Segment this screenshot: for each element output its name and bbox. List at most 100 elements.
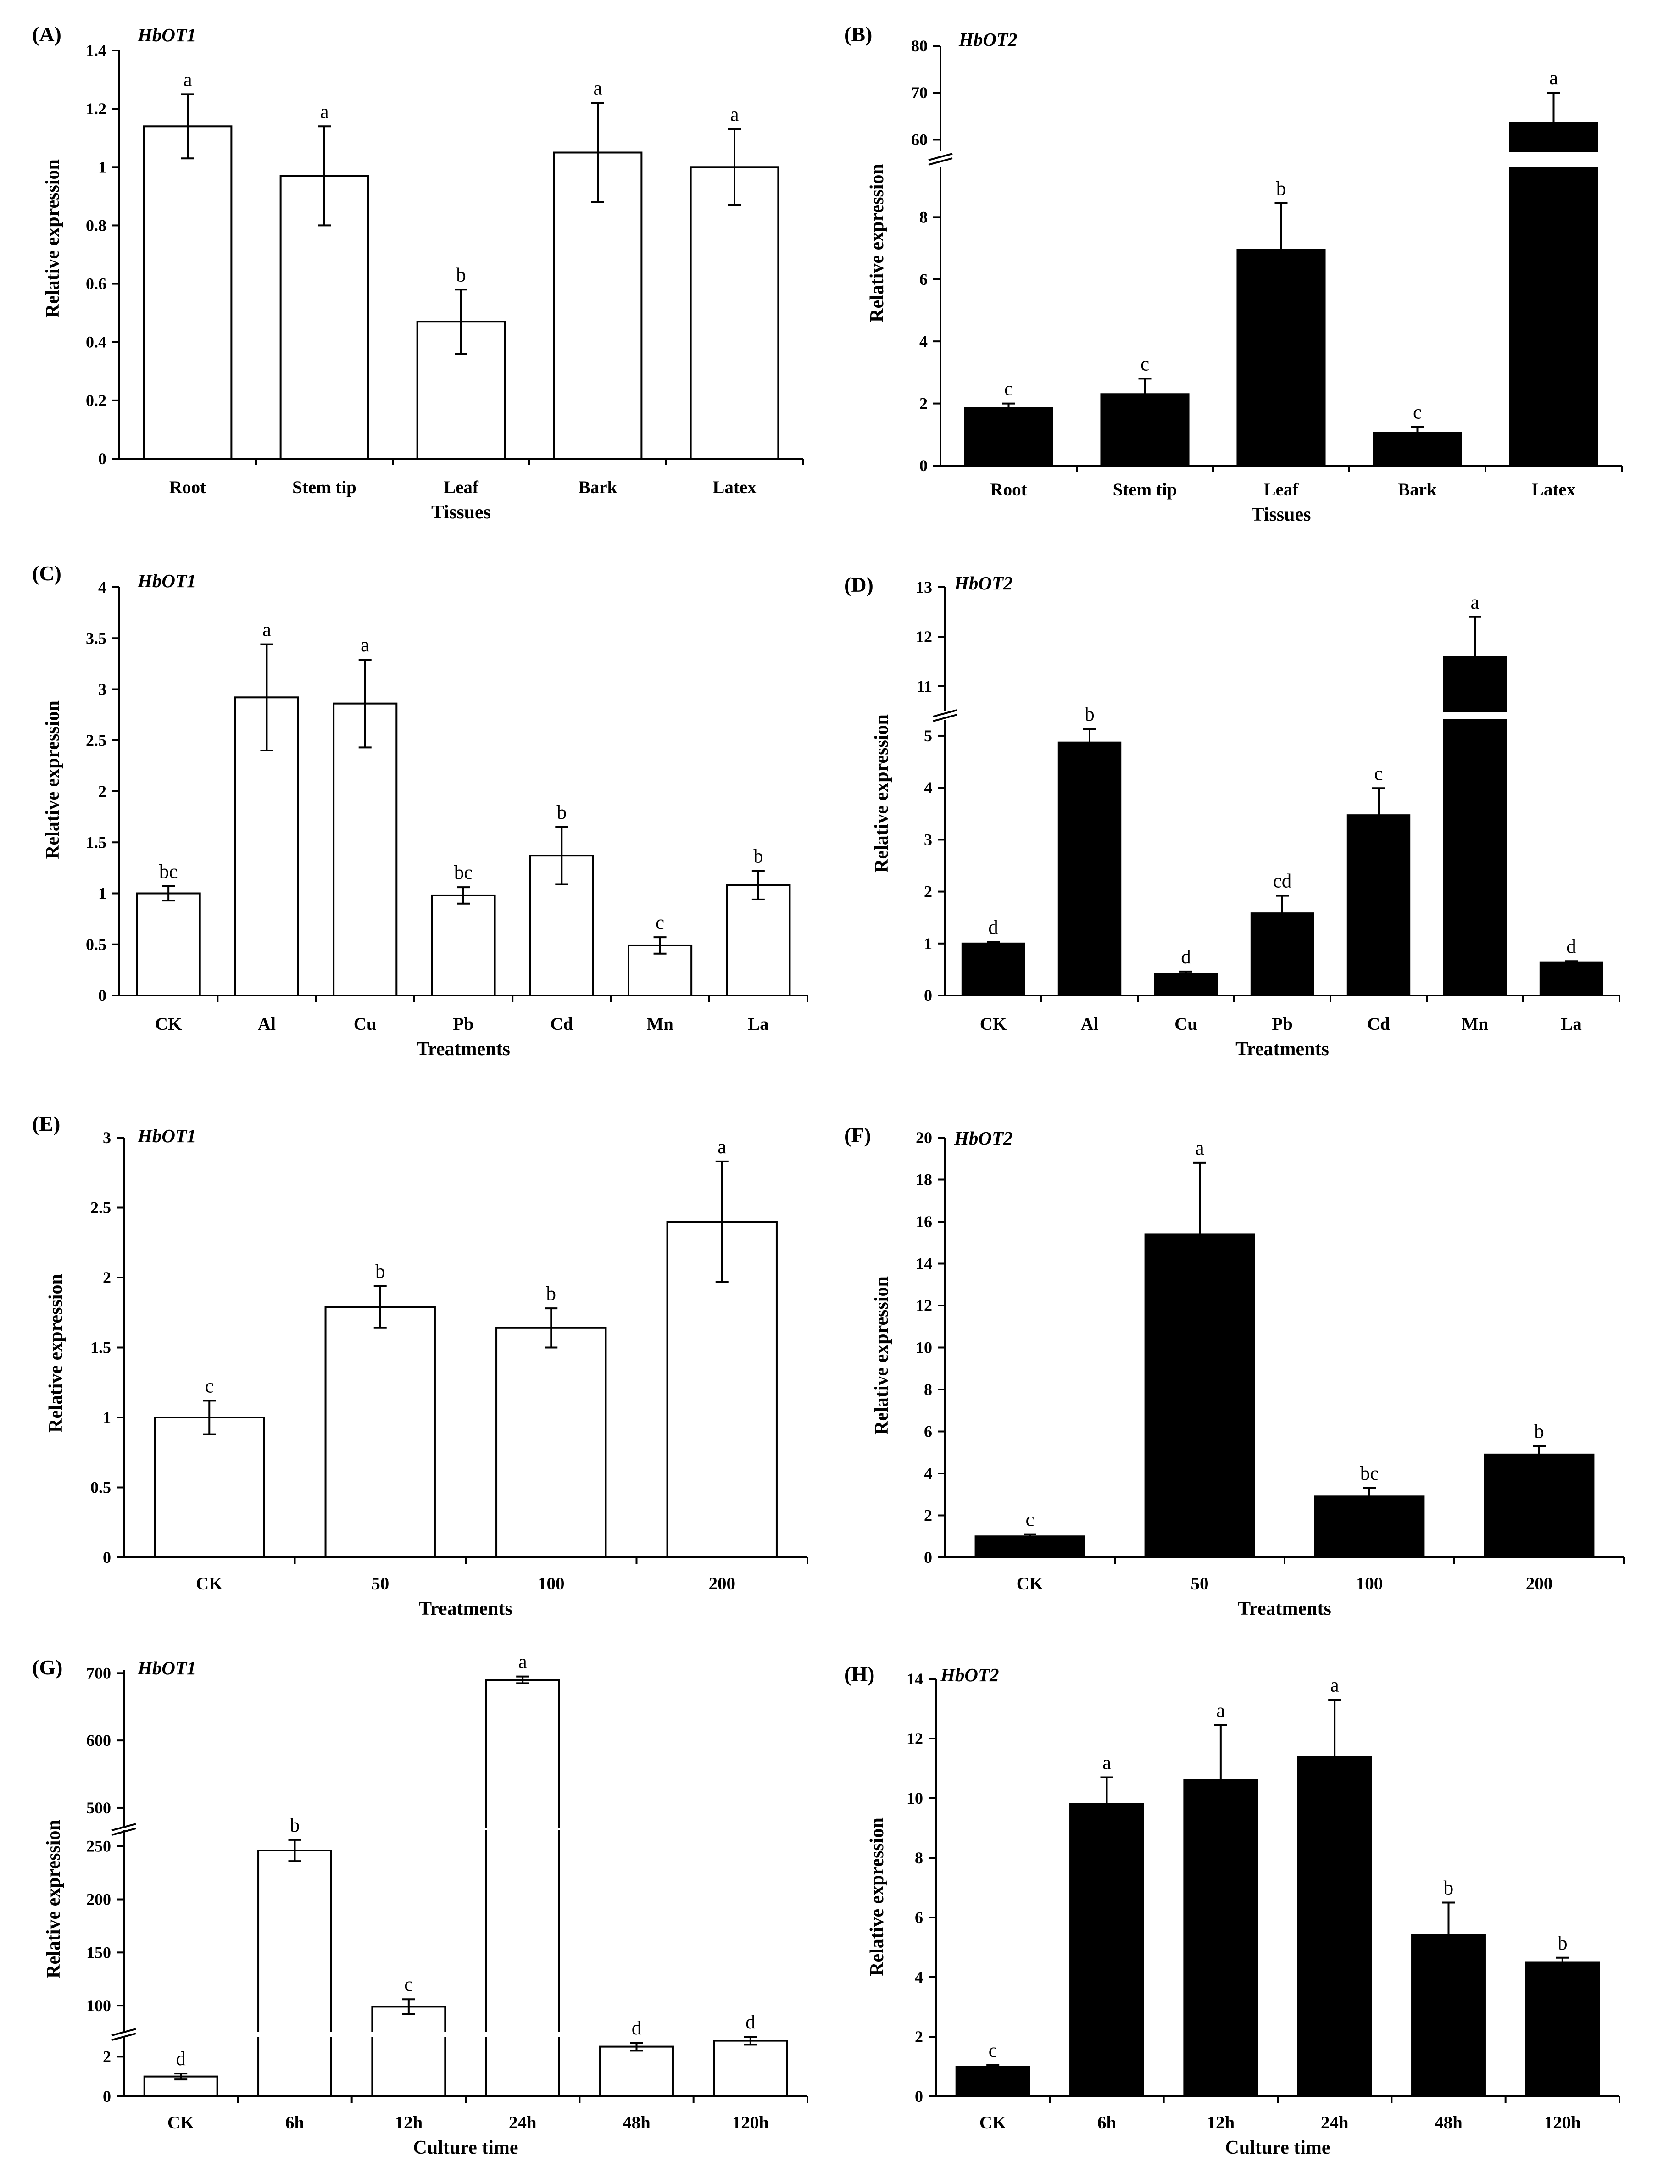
bar-group: a Mn <box>1443 592 1524 1034</box>
error-bar <box>1363 1487 1376 1497</box>
y-tick-label: 2.5 <box>90 1199 111 1217</box>
significance-letter: a <box>320 101 328 122</box>
y-tick-label: 3 <box>103 1128 111 1147</box>
bar <box>324 1306 436 1559</box>
error-bar <box>181 93 194 160</box>
x-category-label: Bark <box>1398 480 1437 500</box>
y-tick-label: 0 <box>924 1548 932 1567</box>
panel-A: (A) HbOT1 0 0.2 0.4 0.6 0.8 1 1.2 1.4 a Root a Stem t… <box>32 22 804 523</box>
bar <box>1411 1934 1486 2097</box>
panel-label: (C) <box>32 561 61 585</box>
y-tick-label: 60 <box>911 130 928 149</box>
gene-title: HbOT1 <box>137 1657 196 1678</box>
bar-group: a 12h <box>1183 1700 1279 2133</box>
bar <box>1144 1233 1255 1558</box>
y-tick-label: 0.2 <box>86 391 106 410</box>
y-axis-title: Relative expression <box>867 164 888 322</box>
error-bar <box>1547 92 1560 123</box>
bar <box>1250 912 1314 996</box>
x-category-label: Cd <box>1367 1014 1390 1034</box>
bar-group: bc 100 <box>1314 1463 1455 1594</box>
bar-group: a Latex <box>1509 67 1623 500</box>
bar <box>485 1830 560 2032</box>
significance-letter: a <box>518 1651 527 1673</box>
error-bar <box>203 1400 216 1435</box>
y-tick-label: 1.5 <box>86 833 106 851</box>
error-bar <box>516 1675 529 1684</box>
axis-break-mark <box>111 1823 136 1831</box>
error-bar <box>1138 378 1152 395</box>
y-axis-title: Relative expression <box>42 159 63 318</box>
axis-break-mark <box>928 157 953 166</box>
panel-G: (G) HbOT1 0 2 100 150 200 250 500 600 700 d CK b 6h c 12… <box>32 1651 808 2158</box>
bar-group: c Cd <box>1346 763 1428 1034</box>
y-axis-title: Relative expression <box>871 1276 892 1435</box>
panel-E: (E) HbOT1 0 0.5 1 1.5 2 2.5 3 c CK b 50 b 100 a 200 Treat… <box>32 1112 808 1619</box>
x-category-label: CK <box>196 1574 223 1594</box>
error-bar <box>1274 202 1288 250</box>
x-category-label: Mn <box>646 1014 673 1034</box>
bar-group: a Root <box>143 69 257 497</box>
y-tick-label: 2 <box>924 1506 932 1525</box>
error-bar <box>1002 402 1015 408</box>
panel-label: (H) <box>844 1662 874 1686</box>
significance-letter: d <box>745 2012 756 2033</box>
y-tick-label: 1 <box>103 1408 111 1427</box>
significance-letter: bc <box>159 861 178 883</box>
y-tick-label: 6 <box>915 1908 923 1927</box>
significance-letter: b <box>1534 1421 1544 1443</box>
x-category-label: Cu <box>354 1014 377 1034</box>
y-tick-label: 0.5 <box>90 1478 111 1497</box>
y-tick-label: 1.4 <box>86 41 106 60</box>
bar <box>690 166 779 460</box>
panel-label: (B) <box>844 22 872 46</box>
significance-letter: c <box>1004 378 1013 400</box>
bar-group: d CK <box>143 2048 239 2133</box>
error-bar <box>1214 1724 1227 1780</box>
y-tick-label: 4 <box>924 1464 932 1483</box>
significance-letter: b <box>753 846 763 867</box>
significance-letter: c <box>1413 401 1422 423</box>
bar <box>1484 1453 1595 1558</box>
error-bar <box>1442 1901 1455 1935</box>
error-bar <box>288 1839 301 1862</box>
x-category-label: CK <box>167 2113 195 2133</box>
y-tick-label: 1 <box>98 158 106 176</box>
error-bar <box>1411 426 1424 433</box>
x-category-label: 12h <box>1207 2113 1235 2133</box>
bar-group: b Leaf <box>416 264 530 497</box>
y-tick-label: 6 <box>919 270 928 289</box>
significance-letter: a <box>183 69 192 90</box>
significance-letter: b <box>290 1815 300 1836</box>
axis-break-mark <box>111 2028 136 2036</box>
y-tick-label: 0.8 <box>86 216 106 234</box>
y-tick-label: 2 <box>924 883 932 901</box>
significance-letter: b <box>1558 1933 1568 1954</box>
bar-group: a 200 <box>666 1136 808 1594</box>
significance-letter: a <box>730 104 739 126</box>
bar-group: c Root <box>964 378 1078 500</box>
error-bar <box>545 1307 558 1349</box>
bar <box>961 942 1025 997</box>
y-tick-label: 12 <box>916 628 932 646</box>
bar <box>964 407 1053 467</box>
y-tick-label: 1.2 <box>86 100 106 118</box>
y-tick-label: 14 <box>907 1670 923 1688</box>
bar <box>599 2045 674 2096</box>
error-bar <box>555 826 568 885</box>
bar-group: b La <box>726 846 808 1034</box>
gene-title: HbOT1 <box>137 1125 196 1146</box>
significance-letter: b <box>546 1283 556 1305</box>
x-category-label: Leaf <box>1264 480 1299 500</box>
bar <box>1509 167 1598 467</box>
error-bar <box>591 102 604 203</box>
y-axis-title: Relative expression <box>871 714 892 873</box>
significance-letter: d <box>176 2048 186 2070</box>
x-axis-title: Treatments <box>1235 1039 1329 1060</box>
significance-letter: c <box>1140 353 1149 375</box>
significance-letter: a <box>1216 1700 1225 1722</box>
x-category-label: 50 <box>1191 1574 1209 1594</box>
x-category-label: Bark <box>579 478 617 497</box>
x-axis-title: Tissues <box>431 502 491 523</box>
y-tick-label: 150 <box>86 1943 111 1962</box>
